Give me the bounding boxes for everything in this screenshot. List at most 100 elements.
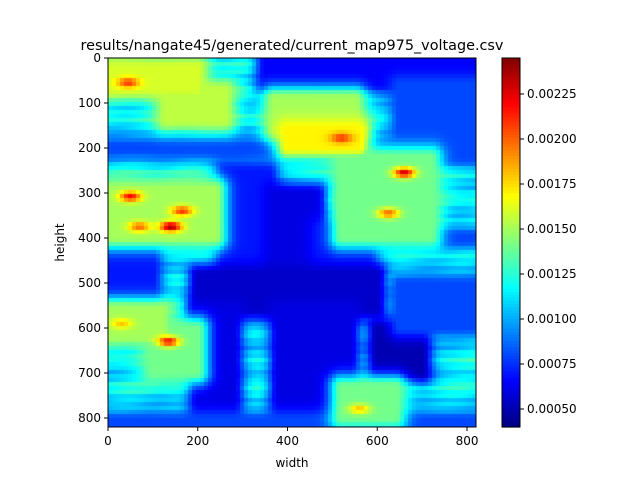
colorbar-segment: [502, 97, 520, 102]
colorbar-tick-label: 0.00150: [527, 222, 577, 236]
colorbar-segment: [502, 270, 520, 274]
colorbar-segment: [502, 414, 520, 419]
x-tick-label: 0: [104, 434, 112, 448]
colorbar-segment: [502, 82, 520, 87]
colorbar-segment: [502, 273, 520, 277]
colorbar: 0.00050 0.00075 0.00100 0.00125 0.00150 0.001…: [501, 57, 577, 428]
colorbar-segment: [502, 131, 520, 136]
colorbar-tick-label: 0.00200: [527, 132, 577, 146]
colorbar-segment: [502, 128, 520, 133]
colorbar-segment: [502, 374, 520, 379]
plot-frame: [107, 57, 477, 428]
colorbar-tick-label: 0.00175: [527, 177, 577, 191]
colorbar-segment: [502, 297, 520, 302]
colorbar-segment: [502, 294, 520, 299]
colorbar-segment: [502, 377, 520, 382]
colorbar-segment: [502, 159, 520, 164]
colorbar-segment: [502, 322, 520, 327]
colorbar-segment: [502, 368, 520, 373]
colorbar-segment: [502, 347, 520, 351]
colorbar-segment: [502, 279, 520, 284]
colorbar-segment: [502, 267, 520, 271]
colorbar-segment: [502, 362, 520, 367]
colorbar-segment: [502, 230, 520, 234]
colorbar-segment: [502, 67, 520, 71]
colorbar-segment: [502, 217, 520, 222]
y-tick-label: 300: [78, 186, 101, 200]
colorbar-segment: [502, 64, 520, 68]
colorbar-segment: [502, 334, 520, 339]
colorbar-segment: [502, 242, 520, 247]
colorbar-segment: [502, 264, 520, 268]
chart-title: results/nangate45/generated/current_map9…: [81, 38, 504, 54]
colorbar-segment: [502, 196, 520, 201]
colorbar-segment: [502, 104, 520, 108]
colorbar-segment: [502, 254, 520, 259]
colorbar-segment: [502, 125, 520, 130]
colorbar-segment: [502, 417, 520, 422]
colorbar-segment: [502, 245, 520, 250]
colorbar-segment: [502, 383, 520, 388]
colorbar-segment: [502, 208, 520, 213]
colorbar-segment: [502, 257, 520, 262]
x-tick-label: 400: [276, 434, 299, 448]
y-tick-label: 800: [78, 411, 101, 425]
colorbar-segment: [502, 227, 520, 231]
y-tick-label: 200: [78, 141, 101, 155]
colorbar-segment: [502, 291, 520, 296]
colorbar-tick-label: 0.00100: [527, 312, 577, 326]
y-tick-label: 700: [78, 366, 101, 380]
heatmap-image: [108, 58, 476, 427]
colorbar-segment: [502, 236, 520, 241]
colorbar-segment: [502, 190, 520, 194]
x-tick-label: 200: [186, 434, 209, 448]
colorbar-segment: [502, 110, 520, 114]
x-axis: 0 200 400 600 800: [104, 427, 478, 448]
colorbar-segment: [502, 325, 520, 330]
colorbar-segment: [502, 113, 520, 118]
colorbar-segment: [502, 150, 520, 154]
y-axis-label: height: [53, 223, 67, 262]
colorbar-segment: [502, 202, 520, 207]
x-tick-label: 600: [366, 434, 389, 448]
colorbar-segment: [502, 365, 520, 370]
colorbar-segment: [502, 199, 520, 204]
colorbar-segment: [502, 337, 520, 342]
colorbar-segment: [502, 356, 520, 360]
colorbar-segment: [502, 162, 520, 167]
colorbar-segment: [502, 156, 520, 161]
colorbar-segment: [502, 73, 520, 78]
colorbar-segment: [502, 343, 520, 348]
x-tick-label: 800: [456, 434, 479, 448]
colorbar-segment: [502, 220, 520, 225]
colorbar-segment: [502, 141, 520, 145]
colorbar-segment: [502, 319, 520, 324]
colorbar-segment: [502, 168, 520, 173]
colorbar-segment: [502, 174, 520, 179]
colorbar-segment: [502, 371, 520, 376]
colorbar-segment: [502, 328, 520, 333]
colorbar-segment: [502, 76, 520, 81]
colorbar-segment: [502, 248, 520, 253]
colorbar-segment: [502, 85, 520, 90]
colorbar-segment: [502, 396, 520, 400]
colorbar-segment: [502, 405, 520, 410]
colorbar-segment: [502, 171, 520, 176]
colorbar-segment: [502, 107, 520, 111]
y-tick-label: 500: [78, 276, 101, 290]
colorbar-segment: [502, 399, 520, 403]
colorbar-segment: [502, 101, 520, 105]
colorbar-segment: [502, 239, 520, 244]
colorbar-segment: [502, 420, 520, 425]
colorbar-segment: [502, 122, 520, 127]
colorbar-segment: [502, 282, 520, 287]
colorbar-segment: [502, 359, 520, 364]
colorbar-segment: [502, 251, 520, 256]
colorbar-segment: [502, 380, 520, 385]
colorbar-segment: [502, 153, 520, 157]
colorbar-tick-label: 0.00225: [527, 87, 577, 101]
colorbar-segment: [502, 408, 520, 413]
colorbar-segment: [502, 211, 520, 216]
colorbar-segment: [502, 402, 520, 407]
colorbar-tick-label: 0.00125: [527, 267, 577, 281]
